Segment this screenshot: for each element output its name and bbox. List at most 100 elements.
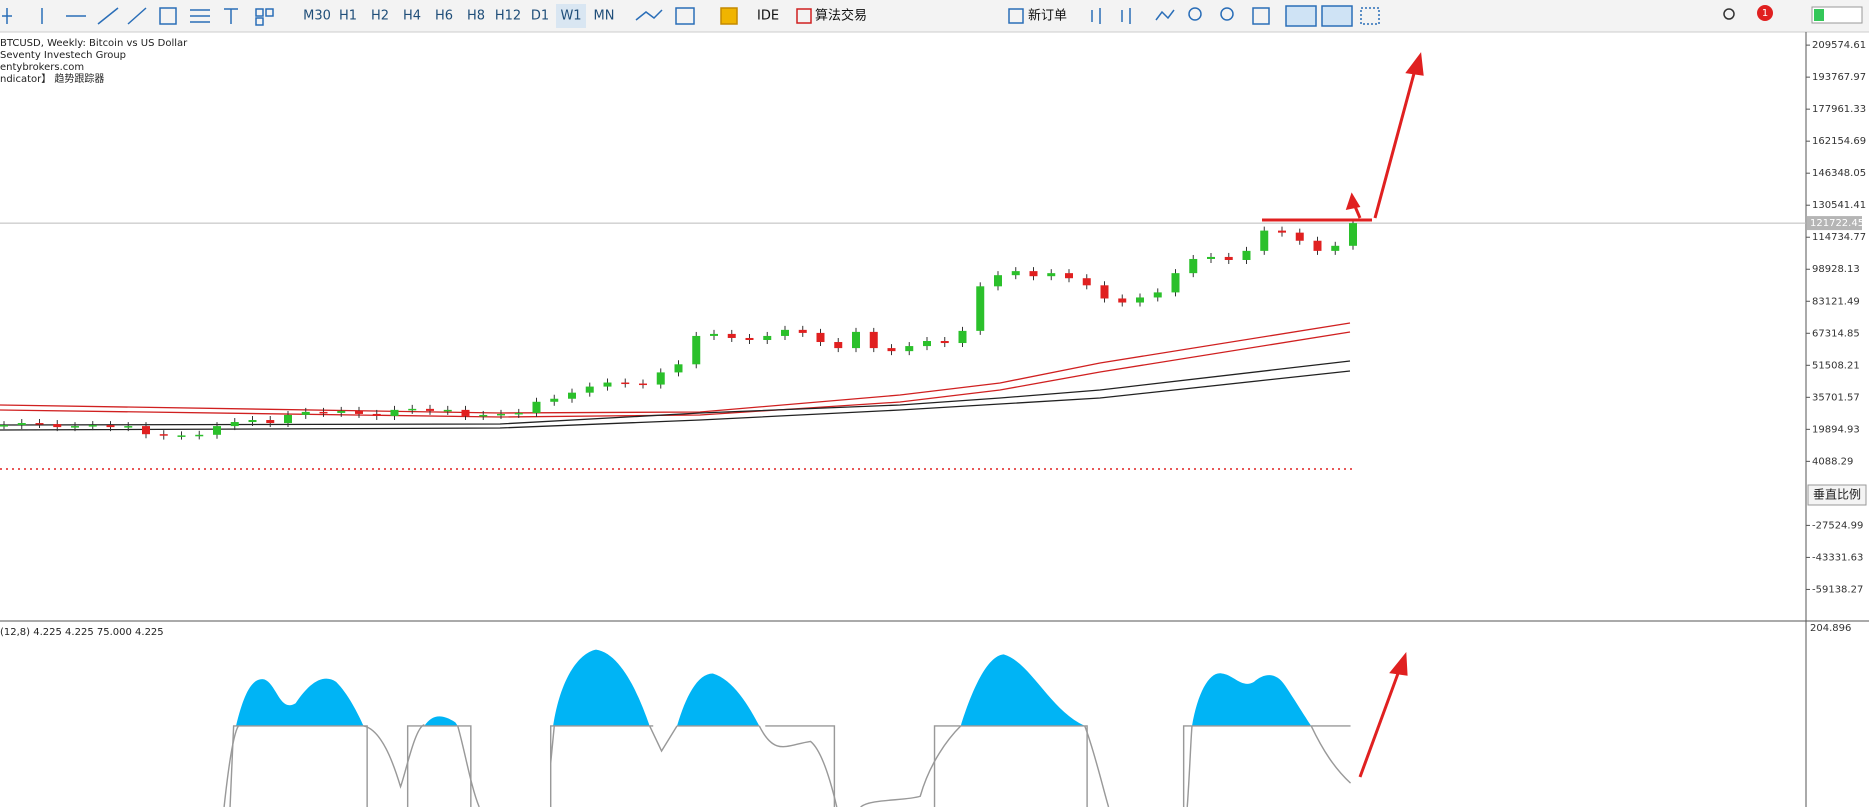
timeframe-button[interactable]: H6 [435,9,453,24]
timeframe-button[interactable]: D1 [531,9,549,24]
oscillator [223,649,1352,808]
candle [1029,271,1038,277]
candle [905,346,914,352]
timeframe-button[interactable]: W1 [560,9,581,24]
candle [1207,256,1215,259]
signal-level [1814,9,1824,21]
signal-box [1811,6,1863,24]
price-tick-label: 83121.49 [1812,296,1860,307]
timeframe-button[interactable]: H2 [371,9,389,24]
candle [1136,297,1144,303]
current-price-label: 121722.45 [1810,218,1864,229]
price-tick-label: 193767.97 [1812,72,1866,83]
candle [816,332,825,343]
scale-button-box[interactable] [1807,484,1867,506]
price-tick-label: -43331.63 [1812,552,1863,563]
price-tick-label: 130541.41 [1812,200,1866,211]
candle [159,434,168,436]
candle [639,383,647,386]
timeframe-button[interactable]: H1 [339,9,357,24]
candle [355,410,363,414]
candle [142,426,150,435]
price-tick-label: 177961.33 [1812,104,1866,115]
candle [124,426,133,428]
candle [1082,278,1091,286]
candle [1118,298,1127,303]
candle [0,425,8,427]
candle [923,341,931,347]
candle [426,408,434,411]
moving-averages [0,322,1351,431]
candle [834,342,843,349]
candle [1011,271,1020,276]
candle [479,414,488,417]
candle [994,275,1002,287]
symbol-info: ndicator】 趋势跟踪器 [0,72,104,85]
annotation-arrows [1262,52,1424,778]
timeframe-button[interactable]: MN [594,9,615,24]
indicator-axis-label: 204.896 [1810,623,1851,634]
candle [532,401,541,413]
candle [372,413,381,416]
toolbar-button[interactable]: 算法交易 [815,8,867,24]
scale-button[interactable]: 垂直比例 [1813,488,1861,502]
symbol-info: entybrokers.com [0,62,84,73]
toolbar-button[interactable]: 新订单 [1028,8,1067,24]
candle [1153,292,1162,298]
candle [17,423,26,426]
candle [656,372,665,385]
candle [710,333,718,336]
candle [35,423,44,425]
candle [869,331,878,349]
candle [1313,240,1322,251]
candle [408,408,417,411]
badge: 1 [1762,8,1768,19]
candle [443,409,452,412]
candle [781,329,789,336]
price-tick-label: 35701.57 [1812,392,1860,403]
timeframe-button[interactable]: H4 [403,9,421,24]
timeframe-button[interactable]: M30 [303,9,331,24]
price-tick-label: 98928.13 [1812,264,1860,275]
candle [177,435,186,437]
candle [1189,258,1198,274]
candle [692,335,701,365]
active-timeframe [556,4,586,28]
candle [284,414,292,424]
candle [940,341,949,344]
indicator-label: (12,8) 4.225 4.225 75.000 4.225 [0,627,164,638]
timeframe-button[interactable]: H8 [467,9,485,24]
candle [603,382,612,387]
candle [497,413,505,416]
tool-icons [2,5,1735,27]
price-tick-label: -27524.99 [1812,520,1863,531]
candle [852,331,860,349]
candle [550,398,559,402]
candle [53,424,62,428]
price-tick-label: 146348.05 [1812,168,1866,179]
candle [1242,250,1251,260]
price-tick-label: 4088.29 [1812,456,1853,467]
timeframe-button[interactable]: H12 [495,9,521,24]
price-tick-label: 67314.85 [1812,328,1860,339]
candle [727,333,736,338]
candle [301,411,310,415]
price-tick-label: -59138.27 [1812,584,1863,595]
price-tick-label: 114734.77 [1812,232,1866,243]
candle [1349,223,1357,246]
candle [461,409,470,416]
candle [745,337,754,340]
candle [585,386,594,393]
candle [1278,230,1286,233]
candle [106,425,115,428]
candle [1100,285,1109,299]
candle [1065,273,1073,279]
toolbar-button[interactable]: IDE [757,9,779,24]
candle [514,412,523,415]
symbol-info: BTCUSD, Weekly: Bitcoin vs US Dollar [0,38,188,49]
candle [674,364,683,373]
price-tick-label: 51508.21 [1812,360,1860,371]
price-tick-label: 209574.61 [1812,40,1866,51]
candle [568,392,576,399]
